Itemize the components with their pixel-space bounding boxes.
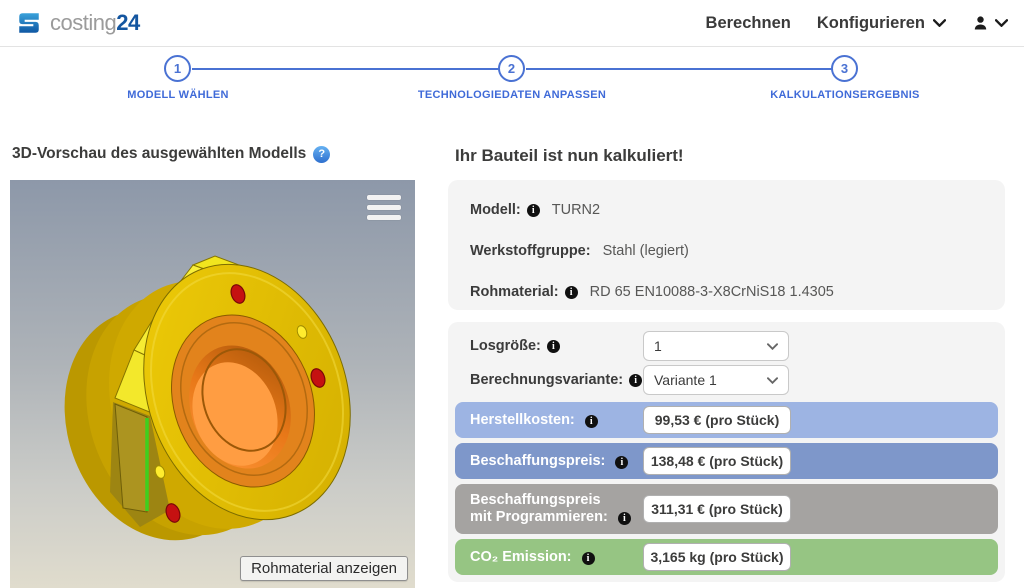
part-info-box: Modell: i TURN2 Werkstoffgruppe: Stahl (… bbox=[448, 180, 1005, 310]
info-row-rohmaterial: Rohmaterial: i RD 65 EN10088-3-X8CrNiS18… bbox=[470, 279, 985, 305]
stepper-line-2-3 bbox=[526, 68, 832, 70]
rohmaterial-value: RD 65 EN10088-3-X8CrNiS18 1.4305 bbox=[589, 284, 834, 300]
preview-title-text: 3D-Vorschau des ausgewählten Modells bbox=[12, 145, 307, 162]
step-2-label[interactable]: TECHNOLOGIEDATEN ANPASSEN bbox=[417, 89, 607, 101]
3d-model-render bbox=[10, 180, 415, 588]
cad-part bbox=[64, 255, 351, 541]
losgroesse-label: Losgröße: i bbox=[470, 338, 643, 354]
herstellkosten-label: Herstellkosten: i bbox=[470, 412, 643, 429]
modell-label: Modell: bbox=[470, 202, 521, 218]
co2-emission-row: CO₂ Emission: i 3,165 kg (pro Stück) bbox=[455, 539, 998, 575]
bore bbox=[171, 314, 315, 488]
chevron-down-icon bbox=[995, 19, 1008, 27]
co2-emission-label: CO₂ Emission: i bbox=[470, 549, 643, 566]
user-icon bbox=[974, 16, 987, 30]
berechnungsvariante-label: Berechnungsvariante: i bbox=[470, 372, 643, 388]
result-heading: Ihr Bauteil ist nun kalkuliert! bbox=[455, 146, 684, 165]
info-icon[interactable]: i bbox=[526, 203, 540, 217]
calculation-box: Losgröße: i 1 Berechnungsvariante: i Var… bbox=[448, 322, 1005, 582]
stepper-line-1-2 bbox=[192, 68, 499, 70]
werkstoffgruppe-value: Stahl (legiert) bbox=[602, 243, 689, 259]
beschaffungspreis-label: Beschaffungspreis: i bbox=[470, 453, 643, 470]
info-icon[interactable]: i bbox=[581, 551, 595, 565]
nav-konfigurieren[interactable]: Konfigurieren bbox=[817, 14, 946, 33]
beschaffungspreis-programmieren-value: 311,31 € (pro Stück) bbox=[643, 495, 791, 523]
beschaffungspreis-row: Beschaffungspreis: i 138,48 € (pro Stück… bbox=[455, 443, 998, 479]
nav-konfigurieren-label: Konfigurieren bbox=[816, 13, 925, 32]
berechnungsvariante-row: Berechnungsvariante: i Variante 1 bbox=[455, 363, 998, 397]
nav-berechnen[interactable]: Berechnen bbox=[705, 13, 791, 32]
logo-s-icon bbox=[19, 13, 39, 33]
user-menu[interactable] bbox=[972, 15, 1008, 31]
3d-viewer[interactable]: Rohmaterial anzeigen bbox=[10, 180, 415, 588]
werkstoffgruppe-label: Werkstoffgruppe: bbox=[470, 243, 591, 259]
beschaffungspreis-programmieren-row: Beschaffungspreis mit Programmieren: i 3… bbox=[455, 484, 998, 534]
co2-emission-label-text: CO₂ Emission: bbox=[470, 548, 572, 565]
losgroesse-label-text: Losgröße: bbox=[470, 338, 541, 354]
co2-emission-value: 3,165 kg (pro Stück) bbox=[643, 543, 791, 571]
step-3-circle[interactable]: 3 bbox=[831, 55, 858, 82]
step-1-label[interactable]: MODELL WÄHLEN bbox=[127, 89, 229, 101]
beschaffungspreis-programmieren-line1: Beschaffungspreis bbox=[470, 492, 601, 509]
info-icon[interactable]: i bbox=[564, 285, 578, 299]
info-icon[interactable]: i bbox=[617, 512, 631, 525]
step-1-circle[interactable]: 1 bbox=[164, 55, 191, 82]
wizard-stepper: 1 2 3 MODELL WÄHLEN TECHNOLOGIEDATEN ANP… bbox=[0, 48, 1024, 114]
info-icon[interactable]: i bbox=[584, 414, 598, 428]
info-row-modell: Modell: i TURN2 bbox=[470, 197, 985, 223]
main-nav: Berechnen Konfigurieren bbox=[706, 14, 1008, 33]
info-icon[interactable]: i bbox=[629, 373, 643, 387]
herstellkosten-row: Herstellkosten: i 99,53 € (pro Stück) bbox=[455, 402, 998, 438]
chevron-down-icon bbox=[933, 19, 946, 27]
preview-title: 3D-Vorschau des ausgewählten Modells ? bbox=[12, 145, 331, 163]
show-raw-material-button[interactable]: Rohmaterial anzeigen bbox=[240, 556, 408, 581]
app-header: costing24 Berechnen Konfigurieren bbox=[0, 0, 1024, 47]
info-row-werkstoffgruppe: Werkstoffgruppe: Stahl (legiert) bbox=[470, 238, 985, 264]
step-3-label[interactable]: KALKULATIONSERGEBNIS bbox=[770, 89, 920, 101]
small-holes bbox=[154, 325, 308, 479]
losgroesse-selected-value: 1 bbox=[654, 338, 662, 354]
losgroesse-row: Losgröße: i 1 bbox=[455, 329, 998, 363]
herstellkosten-value: 99,53 € (pro Stück) bbox=[643, 406, 791, 434]
modell-value: TURN2 bbox=[551, 202, 601, 218]
red-holes bbox=[165, 284, 326, 523]
beschaffungspreis-value: 138,48 € (pro Stück) bbox=[643, 447, 791, 475]
info-icon[interactable]: i bbox=[615, 455, 629, 469]
rohmaterial-label: Rohmaterial: bbox=[470, 284, 559, 300]
help-icon[interactable]: ? bbox=[313, 145, 331, 163]
info-icon[interactable]: i bbox=[546, 339, 560, 353]
herstellkosten-label-text: Herstellkosten: bbox=[470, 411, 575, 428]
logo[interactable]: costing24 bbox=[16, 10, 140, 36]
step-2-circle[interactable]: 2 bbox=[498, 55, 525, 82]
beschaffungspreis-label-text: Beschaffungspreis: bbox=[470, 452, 606, 469]
berechnungsvariante-selected-value: Variante 1 bbox=[654, 372, 717, 388]
logo-wordmark: costing24 bbox=[50, 10, 140, 35]
berechnungsvariante-label-text: Berechnungsvariante: bbox=[470, 372, 624, 388]
berechnungsvariante-select[interactable]: Variante 1 bbox=[643, 365, 789, 395]
beschaffungspreis-programmieren-label: Beschaffungspreis mit Programmieren: i bbox=[470, 492, 643, 525]
losgroesse-select[interactable]: 1 bbox=[643, 331, 789, 361]
beschaffungspreis-programmieren-line2: mit Programmieren: bbox=[470, 509, 608, 525]
viewer-menu-icon[interactable] bbox=[367, 195, 401, 220]
chevron-down-icon bbox=[767, 376, 778, 384]
chevron-down-icon bbox=[767, 342, 778, 350]
